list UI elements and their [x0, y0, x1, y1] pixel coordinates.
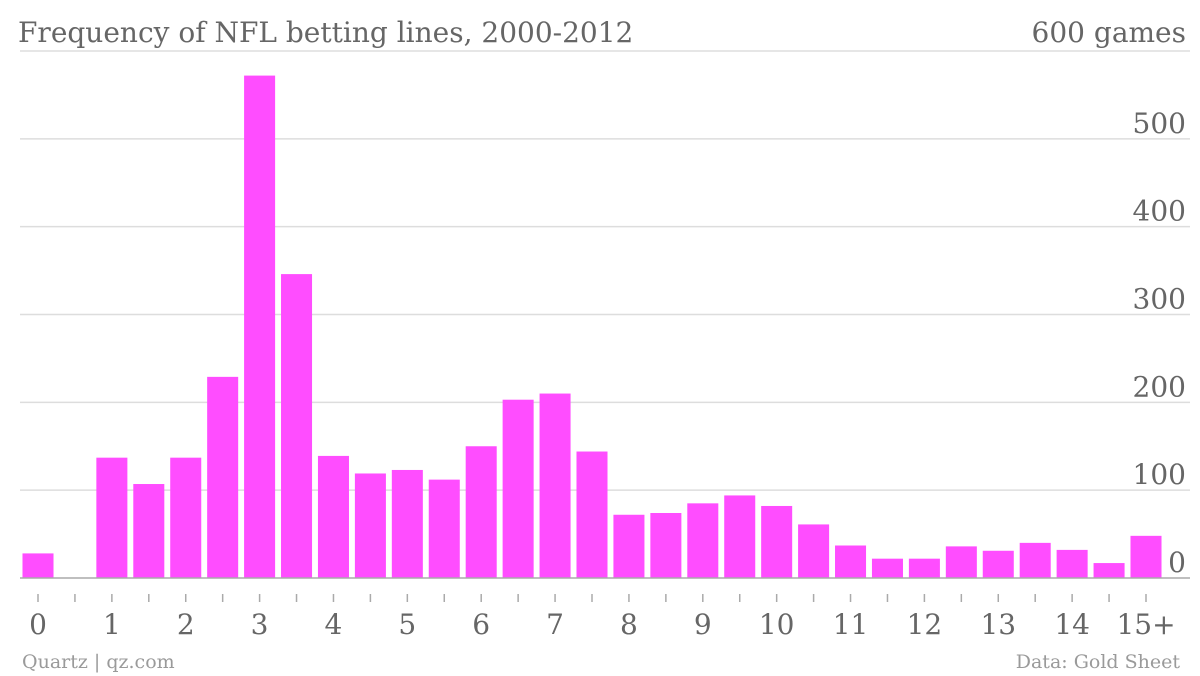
- bars: [22, 75, 1162, 579]
- bar: [798, 524, 830, 578]
- x-tick-label: 14: [1054, 608, 1090, 641]
- x-tick-label: 6: [472, 608, 490, 641]
- x-tick-label: 10: [759, 608, 795, 641]
- bar: [871, 558, 903, 578]
- y-tick-label: 600 games: [1032, 16, 1186, 49]
- x-tick-label: 0: [29, 608, 47, 641]
- bar: [281, 274, 313, 578]
- bar: [576, 451, 608, 578]
- x-tick-label: 12: [907, 608, 943, 641]
- y-tick-label: 400: [1133, 195, 1186, 228]
- y-tick-label: 200: [1133, 370, 1186, 403]
- data-source: Data: Gold Sheet: [1016, 651, 1181, 673]
- bar: [982, 550, 1014, 578]
- x-tick-label: 15+: [1116, 608, 1175, 641]
- bar: [1130, 535, 1162, 578]
- x-tick-label: 1: [103, 608, 121, 641]
- bar: [133, 484, 165, 578]
- bar: [1056, 549, 1088, 578]
- y-tick-label: 300: [1133, 283, 1186, 316]
- x-tick-label: 13: [980, 608, 1016, 641]
- x-tick-label: 2: [177, 608, 195, 641]
- bar: [244, 75, 276, 579]
- bar: [317, 455, 349, 578]
- bar: [391, 469, 423, 578]
- x-tick-label: 4: [325, 608, 343, 641]
- bar: [687, 503, 719, 578]
- y-tick-label: 100: [1133, 458, 1186, 491]
- bar: [502, 399, 534, 578]
- x-tick-label: 5: [398, 608, 416, 641]
- bar: [207, 376, 239, 578]
- x-tick-label: 11: [833, 608, 869, 641]
- bar: [96, 457, 128, 578]
- x-tick-label: 7: [546, 608, 564, 641]
- bar: [613, 514, 645, 578]
- bar: [1019, 542, 1051, 578]
- y-tick-label: 500: [1133, 107, 1186, 140]
- bar: [908, 558, 940, 578]
- gridlines: [20, 50, 1190, 491]
- bar: [539, 393, 571, 578]
- bar: [170, 457, 202, 578]
- x-tick-label: 8: [620, 608, 638, 641]
- bar: [724, 495, 756, 578]
- x-tick-label: 9: [694, 608, 712, 641]
- bar: [650, 513, 682, 578]
- bar: [761, 505, 793, 578]
- y-axis-labels: 0 100 200 300 400 500 600 games: [1032, 16, 1186, 579]
- chart-title: Frequency of NFL betting lines, 2000-201…: [18, 16, 633, 49]
- bar: [354, 473, 386, 578]
- x-axis-ticks: 0 1 2 3 4 5 6 7 8 9 10 11 12 13 14 15+: [29, 594, 1176, 641]
- source-credit: Quartz | qz.com: [22, 651, 175, 673]
- bar: [465, 446, 497, 578]
- bar: [945, 546, 977, 578]
- y-tick-label: 0: [1168, 546, 1186, 579]
- bar: [428, 479, 460, 578]
- bar: [1093, 563, 1125, 578]
- bar: [835, 545, 867, 578]
- x-tick-label: 3: [251, 608, 269, 641]
- bar: [22, 553, 54, 578]
